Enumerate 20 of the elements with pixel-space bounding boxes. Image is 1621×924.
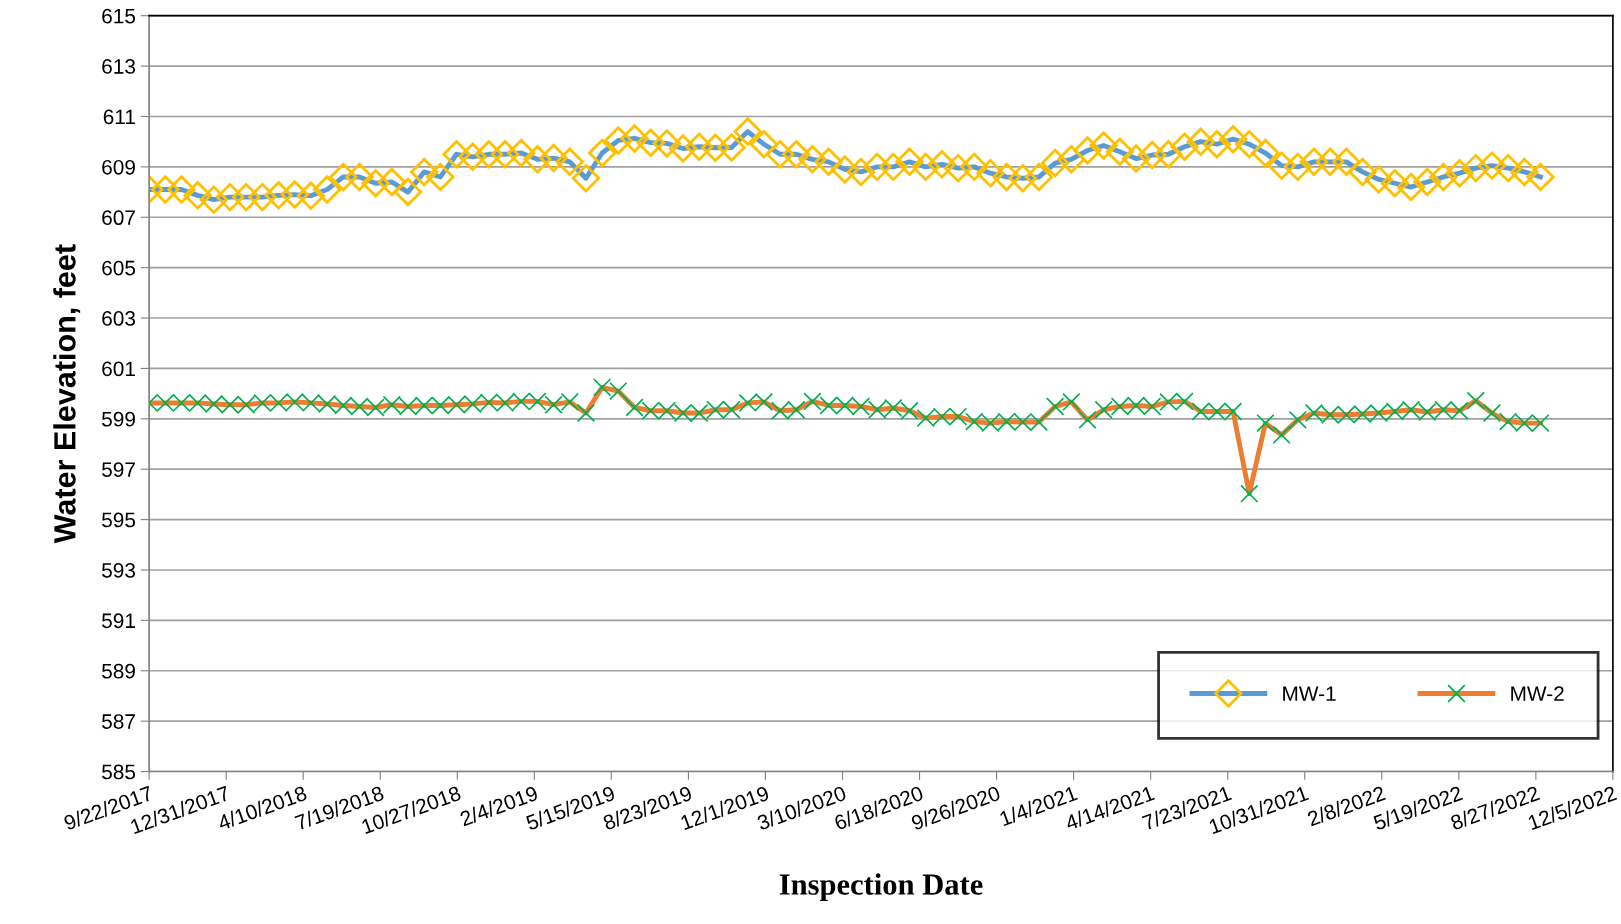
y-tick-label: 599 — [102, 411, 135, 427]
y-tick-label: 585 — [102, 764, 136, 780]
y-tick-label: 595 — [102, 512, 136, 528]
y-tick-label: 613 — [102, 59, 136, 74]
y-tick-label: 601 — [102, 361, 135, 377]
legend-label: MW-2 — [1511, 686, 1564, 701]
y-tick-label: 611 — [103, 109, 135, 125]
y-tick-label: 605 — [102, 260, 136, 276]
y-tick-label: 589 — [102, 663, 135, 679]
legend-label: MW-1 — [1283, 686, 1336, 701]
y-tick-label: 607 — [102, 210, 135, 226]
y-axis-title: Water Elevation, feet — [53, 244, 81, 544]
y-tick-label: 609 — [102, 159, 135, 175]
y-tick-label: 593 — [102, 562, 136, 578]
y-tick-label: 587 — [102, 714, 135, 729]
x-axis-title: Inspection Date — [779, 873, 983, 902]
y-tick-label: 597 — [102, 462, 135, 477]
y-tick-label: 615 — [102, 8, 136, 24]
y-tick-label: 603 — [102, 311, 136, 326]
y-tick-label: 591 — [102, 613, 135, 629]
